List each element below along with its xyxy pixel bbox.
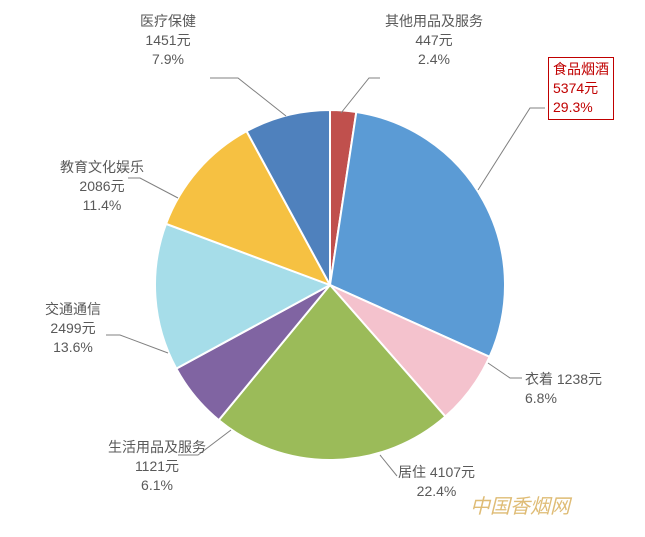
label-education: 教育文化娱乐 2086元 11.4% <box>60 158 144 215</box>
label-education-pct: 11.4% <box>83 197 122 213</box>
label-housing-pct: 22.4% <box>417 483 457 499</box>
leader-medical <box>210 78 286 116</box>
leader-other <box>341 78 380 113</box>
label-transport: 交通通信 2499元 13.6% <box>45 300 101 357</box>
label-transport-pct: 13.6% <box>53 339 93 355</box>
label-clothing-pct: 6.8% <box>525 390 557 406</box>
label-education-value: 2086元 <box>79 178 124 194</box>
leader-clothing <box>488 363 522 378</box>
label-other-value: 447元 <box>415 32 452 48</box>
leader-housing <box>380 455 397 476</box>
label-other-name: 其他用品及服务 <box>385 13 483 29</box>
label-education-name: 教育文化娱乐 <box>60 159 144 175</box>
label-household-value: 1121元 <box>135 458 179 474</box>
label-other-pct: 2.4% <box>418 51 450 67</box>
leader-food <box>478 108 545 190</box>
label-food: 食品烟酒 5374元 29.3% <box>548 57 614 120</box>
label-housing: 居住 4107元 22.4% <box>398 463 475 501</box>
label-medical-name: 医疗保健 <box>140 13 196 29</box>
label-food-value: 5374元 <box>553 80 598 96</box>
label-transport-value: 2499元 <box>50 320 95 336</box>
label-other: 其他用品及服务 447元 2.4% <box>385 12 483 69</box>
label-clothing-value: 1238元 <box>557 371 602 387</box>
label-medical: 医疗保健 1451元 7.9% <box>140 12 196 69</box>
label-household-name: 生活用品及服务 <box>108 439 206 455</box>
leader-transport <box>106 335 168 353</box>
label-housing-name: 居住 <box>398 464 426 480</box>
label-food-pct: 29.3% <box>553 99 593 115</box>
label-medical-pct: 7.9% <box>152 51 184 67</box>
label-transport-name: 交通通信 <box>45 301 101 317</box>
label-household: 生活用品及服务 1121元 6.1% <box>108 438 206 495</box>
label-medical-value: 1451元 <box>145 32 190 48</box>
label-clothing-name: 衣着 <box>525 371 553 387</box>
label-clothing: 衣着 1238元 6.8% <box>525 370 602 408</box>
label-housing-value: 4107元 <box>430 464 475 480</box>
label-household-pct: 6.1% <box>141 477 173 493</box>
label-food-name: 食品烟酒 <box>553 61 609 77</box>
